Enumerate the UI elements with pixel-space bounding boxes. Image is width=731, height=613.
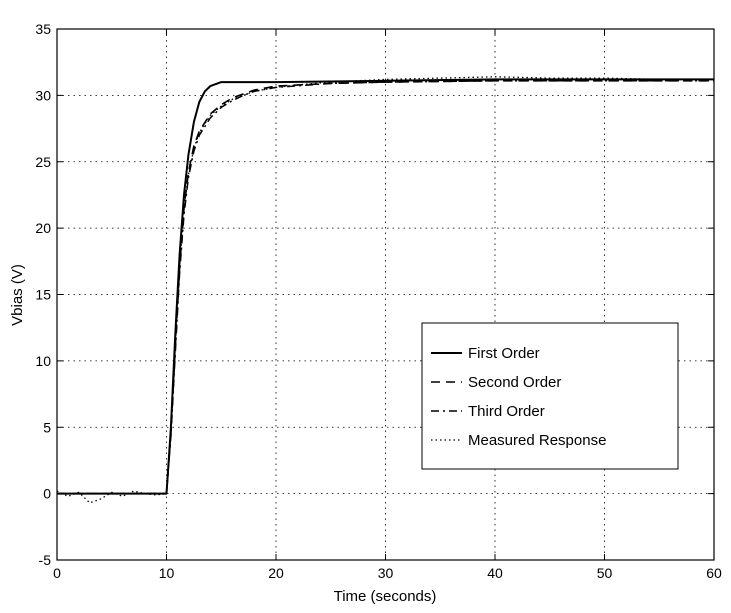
- y-tick-label: 25: [35, 154, 51, 170]
- x-tick-label: 50: [597, 565, 613, 581]
- y-tick-label: 5: [43, 419, 51, 435]
- legend-label: First Order: [468, 345, 540, 362]
- legend: First Order Second Order Third Order Measur…: [421, 322, 679, 470]
- x-axis-title: Time (seconds): [334, 588, 437, 605]
- x-tick-label: 20: [268, 565, 284, 581]
- y-tick-label: 0: [43, 486, 51, 502]
- x-tick-label: 0: [53, 565, 61, 581]
- x-tick-label: 40: [487, 565, 503, 581]
- y-tick-label: 35: [35, 21, 51, 37]
- y-axis-title: Vbias (V): [9, 264, 26, 326]
- legend-label: Measured Response: [468, 432, 606, 449]
- series-line-first-order: [57, 78, 714, 495]
- series-lines: [56, 76, 714, 504]
- axis-ticks: [56, 28, 715, 561]
- legend-box: [421, 322, 679, 470]
- grid-lines: [57, 29, 714, 560]
- y-tick-label: -5: [39, 552, 52, 568]
- y-tick-label: 10: [35, 353, 51, 369]
- x-tick-label: 30: [378, 565, 394, 581]
- x-tick-label: 60: [706, 565, 722, 581]
- x-tick-label: 10: [159, 565, 175, 581]
- y-tick-label: 15: [35, 287, 51, 303]
- legend-label: Third Order: [468, 403, 545, 420]
- y-tick-label: 20: [35, 220, 51, 236]
- legend-label: Second Order: [468, 374, 561, 391]
- series-line-second-order: [57, 80, 714, 495]
- series-line-third-order: [57, 80, 714, 495]
- y-tick-label: 30: [35, 87, 51, 103]
